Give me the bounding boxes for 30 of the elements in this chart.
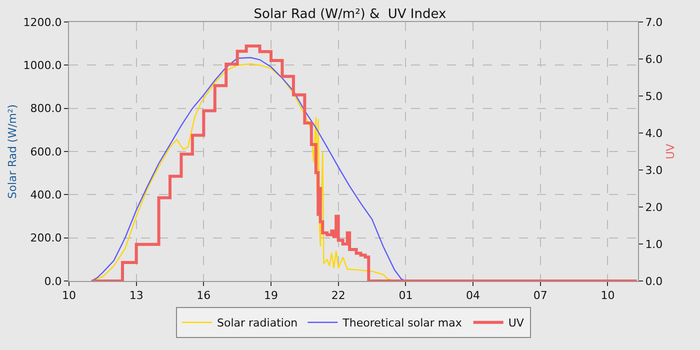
y2-tick-label: 7.0 bbox=[645, 16, 663, 29]
y2-tick-label: 1.0 bbox=[645, 238, 663, 251]
y-tick-label: 400.0 bbox=[30, 188, 62, 202]
y-tick-label: 0.0 bbox=[44, 274, 62, 288]
y-tick-label: 200.0 bbox=[30, 232, 62, 245]
x-tick-label: 04 bbox=[466, 289, 480, 302]
x-tick-label: 10 bbox=[62, 289, 76, 302]
y-tick-label: 600.0 bbox=[30, 145, 62, 158]
x-tick-label: 19 bbox=[264, 289, 278, 302]
y-axis-title: Solar Rad (W/m²) bbox=[6, 104, 19, 199]
y-tick-label: 1000.0 bbox=[23, 59, 62, 72]
legend-label: Solar radiation bbox=[217, 316, 298, 330]
x-tick-label: 16 bbox=[196, 289, 211, 302]
x-tick-label: 13 bbox=[129, 289, 144, 302]
x-tick-label: 22 bbox=[331, 289, 346, 302]
legend-label: UV bbox=[508, 316, 524, 330]
legend-label: Theoretical solar max bbox=[342, 316, 462, 330]
y2-tick-label: 0.0 bbox=[645, 274, 663, 288]
y2-axis-title: UV bbox=[664, 143, 677, 160]
x-tick-label: 10 bbox=[600, 289, 615, 302]
chart-title: Solar Rad (W/m²) & UV Index bbox=[254, 6, 447, 22]
y-tick-label: 1200.0 bbox=[23, 16, 62, 29]
y2-tick-label: 2.0 bbox=[645, 200, 663, 214]
y2-tick-label: 5.0 bbox=[645, 90, 663, 103]
y2-tick-label: 3.0 bbox=[645, 164, 663, 177]
y-tick-label: 800.0 bbox=[30, 102, 62, 116]
y2-tick-label: 4.0 bbox=[645, 126, 663, 140]
x-tick-label: 01 bbox=[398, 289, 413, 302]
x-tick-label: 07 bbox=[533, 289, 548, 302]
y2-tick-label: 6.0 bbox=[645, 52, 663, 66]
